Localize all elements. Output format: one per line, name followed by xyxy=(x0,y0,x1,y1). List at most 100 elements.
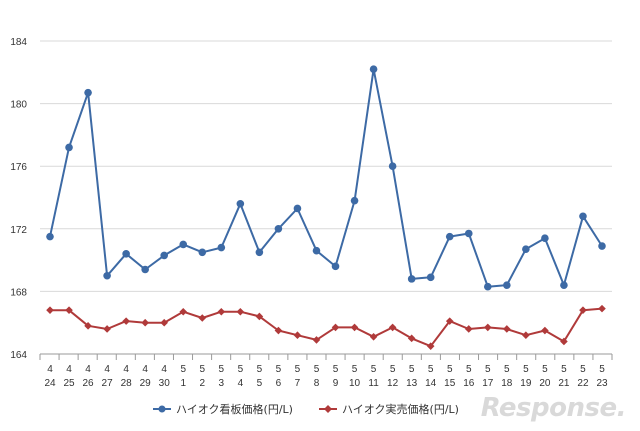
x-tick-month: 5 xyxy=(219,364,225,375)
x-tick-month: 5 xyxy=(390,364,396,375)
data-point xyxy=(293,204,302,213)
x-tick-month: 5 xyxy=(295,364,301,375)
data-point xyxy=(369,332,378,341)
x-tick-month: 4 xyxy=(123,364,129,375)
x-tick-month: 4 xyxy=(104,364,110,375)
data-point xyxy=(464,229,473,238)
data-point xyxy=(179,307,188,316)
data-point xyxy=(312,336,321,344)
x-tick-month: 5 xyxy=(599,364,605,375)
grid-lines xyxy=(40,40,612,355)
data-point xyxy=(426,273,435,282)
data-point xyxy=(198,314,207,322)
data-point xyxy=(483,282,492,291)
legend: ハイオク看板価格(円/L) ハイオク実売価格(円/L) xyxy=(153,402,459,416)
data-point xyxy=(255,248,264,257)
data-point xyxy=(236,307,245,316)
data-point xyxy=(541,234,549,242)
x-tick-month: 5 xyxy=(466,364,472,375)
data-point xyxy=(46,232,54,241)
y-tick-label: 172 xyxy=(10,225,27,236)
data-point xyxy=(122,317,130,325)
y-tick-label: 176 xyxy=(10,162,27,173)
x-tick-month: 5 xyxy=(180,364,186,375)
x-tick-month: 4 xyxy=(47,364,53,375)
x-tick-day: 20 xyxy=(539,378,551,389)
x-tick-day: 30 xyxy=(159,378,171,389)
data-point xyxy=(560,337,568,346)
y-tick-label: 164 xyxy=(10,350,27,361)
data-point xyxy=(369,65,378,73)
series-line-0 xyxy=(49,68,603,288)
x-tick-month: 5 xyxy=(561,364,567,375)
x-tick-day: 17 xyxy=(482,378,494,389)
data-point xyxy=(141,265,149,274)
data-point xyxy=(350,196,359,205)
x-tick-month: 5 xyxy=(428,364,434,375)
x-tick-month: 5 xyxy=(333,364,339,375)
data-point xyxy=(160,251,169,260)
x-tick-month: 5 xyxy=(447,364,453,375)
data-point xyxy=(160,318,169,327)
data-point xyxy=(312,246,321,255)
x-tick-month: 5 xyxy=(199,364,205,375)
x-tick-month: 5 xyxy=(371,364,377,375)
data-point xyxy=(84,322,92,330)
x-tick-month: 5 xyxy=(238,364,244,375)
data-point xyxy=(179,240,188,249)
x-tick-month: 5 xyxy=(523,364,529,375)
x-tick-day: 11 xyxy=(368,378,379,389)
x-tick-month: 5 xyxy=(542,364,548,375)
x-tick-day: 7 xyxy=(295,378,301,389)
y-tick-label: 184 xyxy=(10,37,27,48)
x-tick-day: 22 xyxy=(577,378,589,389)
data-point xyxy=(503,281,511,289)
data-point xyxy=(217,307,226,316)
x-tick-day: 24 xyxy=(44,378,56,389)
data-point xyxy=(445,317,454,325)
data-point xyxy=(103,271,111,280)
x-tick-day: 29 xyxy=(140,378,152,389)
x-tick-month: 4 xyxy=(161,364,167,375)
data-point xyxy=(198,248,207,257)
y-tick-label: 180 xyxy=(10,100,27,111)
data-point xyxy=(217,243,226,252)
x-tick-day: 5 xyxy=(257,378,263,389)
data-point xyxy=(122,250,130,258)
series-layer xyxy=(46,65,606,350)
legend-label-0: ハイオク看板価格(円/L) xyxy=(176,402,293,416)
x-tick-month: 4 xyxy=(85,364,91,375)
data-point xyxy=(541,326,549,335)
x-tick-month: 5 xyxy=(276,364,282,375)
response-watermark-logo: Response. xyxy=(480,393,627,423)
data-point xyxy=(103,325,111,333)
x-tick-day: 25 xyxy=(63,378,75,389)
legend-marker-1 xyxy=(324,405,332,413)
x-tick-day: 8 xyxy=(314,378,320,389)
data-point xyxy=(483,323,492,332)
data-point xyxy=(407,275,416,283)
x-tick-day: 6 xyxy=(276,378,282,389)
data-point xyxy=(426,342,435,350)
x-tick-month: 5 xyxy=(314,364,320,375)
data-point xyxy=(522,245,530,253)
x-tick-day: 15 xyxy=(444,378,456,389)
x-tick-day: 1 xyxy=(180,378,186,389)
legend-label-1: ハイオク実売価格(円/L) xyxy=(342,402,459,416)
x-tick-day: 9 xyxy=(333,378,339,389)
data-point xyxy=(598,242,606,250)
x-tick-day: 13 xyxy=(406,378,418,389)
x-tick-month: 5 xyxy=(580,364,586,375)
x-tick-month: 5 xyxy=(485,364,491,375)
x-tick-day: 19 xyxy=(520,378,532,389)
data-point xyxy=(579,212,587,221)
series-line-1 xyxy=(50,307,603,348)
data-point xyxy=(84,88,92,97)
x-tick-day: 27 xyxy=(102,378,114,389)
x-tick-day: 14 xyxy=(425,378,437,389)
legend-marker-0 xyxy=(158,405,166,413)
data-point xyxy=(65,306,73,314)
data-point xyxy=(560,281,568,289)
data-point xyxy=(255,312,264,321)
